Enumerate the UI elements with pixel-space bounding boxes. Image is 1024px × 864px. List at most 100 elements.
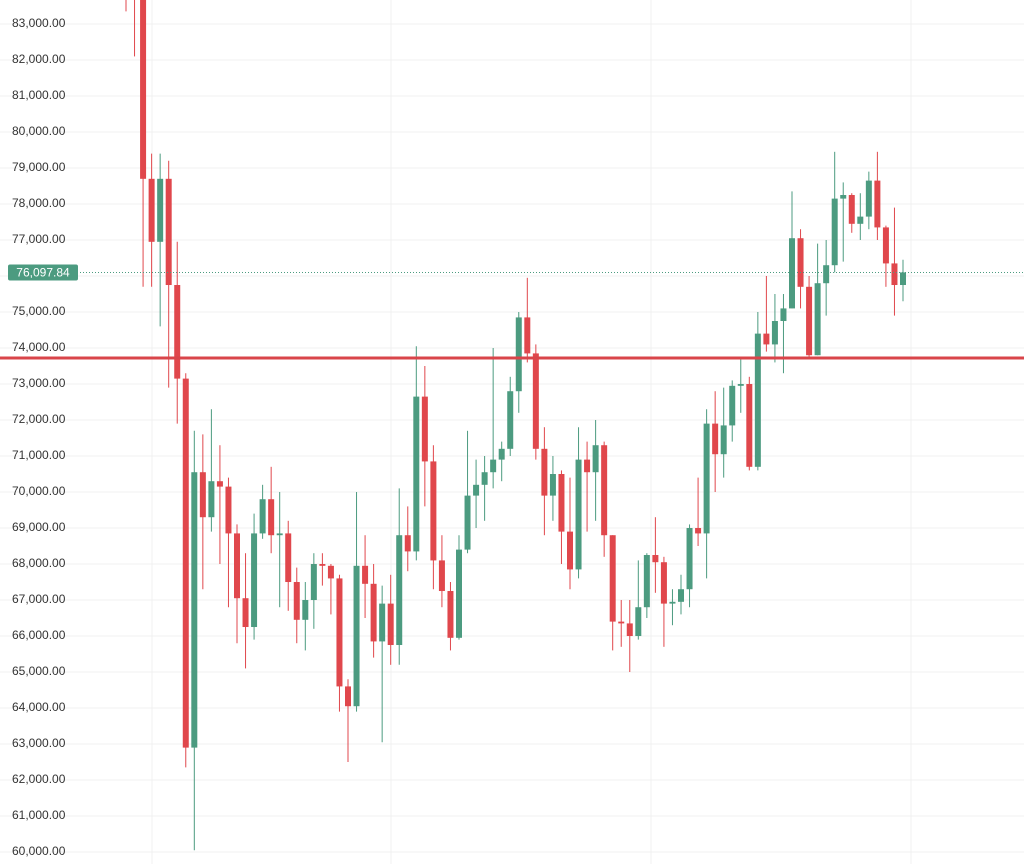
candle-body	[848, 195, 855, 224]
candle-body	[549, 474, 556, 496]
y-tick-label: 78,000.00	[12, 196, 66, 210]
candle-body	[558, 474, 565, 532]
candle-body	[652, 555, 659, 563]
candle-body	[797, 238, 804, 287]
candle-body	[242, 598, 249, 628]
candle-body	[643, 555, 650, 608]
candle-body	[678, 589, 684, 602]
candle-body	[464, 495, 471, 550]
candle-body	[635, 607, 642, 637]
candle-body	[865, 180, 872, 217]
y-tick-label: 75,000.00	[12, 304, 66, 318]
candle-body	[857, 216, 864, 224]
candle-body	[191, 472, 198, 748]
candle-body	[370, 583, 377, 642]
candle-body	[379, 603, 386, 642]
candle-body	[806, 286, 813, 356]
candle-body	[404, 535, 411, 552]
candle-body	[165, 178, 172, 286]
y-tick-label: 80,000.00	[12, 124, 66, 138]
candle-body	[234, 533, 240, 599]
candle-body	[754, 333, 761, 467]
candle-body	[302, 600, 309, 620]
candle-body	[319, 564, 326, 566]
candle-body	[789, 238, 795, 309]
candle-body	[823, 265, 830, 284]
candle-body	[148, 178, 155, 242]
candle-body	[686, 528, 693, 590]
y-tick-label: 60,000.00	[12, 844, 66, 858]
candle-body	[498, 448, 505, 460]
candle-body	[285, 533, 292, 583]
last-price-label: 76,097.84	[16, 266, 70, 280]
candle-body	[140, 0, 147, 179]
candle-body	[438, 560, 445, 592]
candle-body	[157, 178, 164, 242]
y-tick-label: 82,000.00	[12, 52, 66, 66]
candle-body	[430, 461, 437, 561]
candle-body	[421, 396, 428, 462]
candle-body	[609, 535, 616, 622]
candle-body	[720, 425, 727, 455]
candle-body	[891, 263, 898, 286]
candle-body	[456, 549, 462, 638]
candle-body	[259, 499, 266, 534]
y-tick-label: 61,000.00	[12, 808, 66, 822]
candle-body	[182, 378, 189, 748]
y-tick-label: 68,000.00	[12, 556, 66, 570]
last-price-tag	[8, 264, 78, 281]
candle-body	[174, 285, 181, 379]
candle-body	[216, 481, 223, 487]
candle-body	[729, 385, 736, 426]
candle-body	[413, 396, 420, 552]
candle-body	[362, 565, 369, 584]
y-tick-label: 81,000.00	[12, 88, 66, 102]
candle-body	[336, 578, 343, 687]
y-tick-label: 70,000.00	[12, 484, 66, 498]
candle-body	[473, 484, 480, 496]
candle-body	[882, 227, 889, 264]
candle-body	[387, 603, 394, 646]
candle-body	[225, 486, 232, 534]
y-tick-label: 73,000.00	[12, 376, 66, 390]
y-tick-label: 65,000.00	[12, 664, 66, 678]
y-tick-label: 63,000.00	[12, 736, 66, 750]
candle-body	[780, 308, 787, 322]
candle-body	[584, 459, 591, 473]
candle-body	[900, 272, 906, 286]
candle-body	[310, 564, 317, 601]
y-tick-label: 69,000.00	[12, 520, 66, 534]
y-tick-label: 83,000.00	[12, 16, 66, 30]
y-tick-label: 72,000.00	[12, 412, 66, 426]
y-tick-label: 66,000.00	[12, 628, 66, 642]
candle-body	[524, 317, 531, 354]
candle-body	[199, 472, 206, 518]
candle-body	[327, 565, 334, 579]
candle-body	[490, 459, 497, 473]
candle-body	[695, 528, 702, 534]
y-tick-label: 79,000.00	[12, 160, 66, 174]
candle-body	[575, 459, 582, 570]
y-tick-label: 62,000.00	[12, 772, 66, 786]
candle-body	[746, 384, 753, 467]
candle-body	[840, 195, 847, 199]
candle-body	[396, 535, 403, 646]
candle-body	[481, 472, 488, 485]
candle-body	[532, 353, 539, 449]
candle-body	[601, 445, 608, 536]
candle-body	[831, 198, 838, 266]
y-tick-label: 64,000.00	[12, 700, 66, 714]
candle-body	[669, 601, 676, 604]
candle-body	[874, 180, 881, 228]
candle-body	[712, 423, 719, 455]
candle-body	[626, 623, 633, 637]
candle-body	[345, 686, 351, 707]
y-tick-label: 71,000.00	[12, 448, 66, 462]
candle-body	[447, 591, 454, 638]
candle-body	[737, 384, 744, 386]
candle-body	[814, 283, 821, 356]
candle-body	[353, 565, 360, 707]
candle-body	[771, 321, 778, 345]
